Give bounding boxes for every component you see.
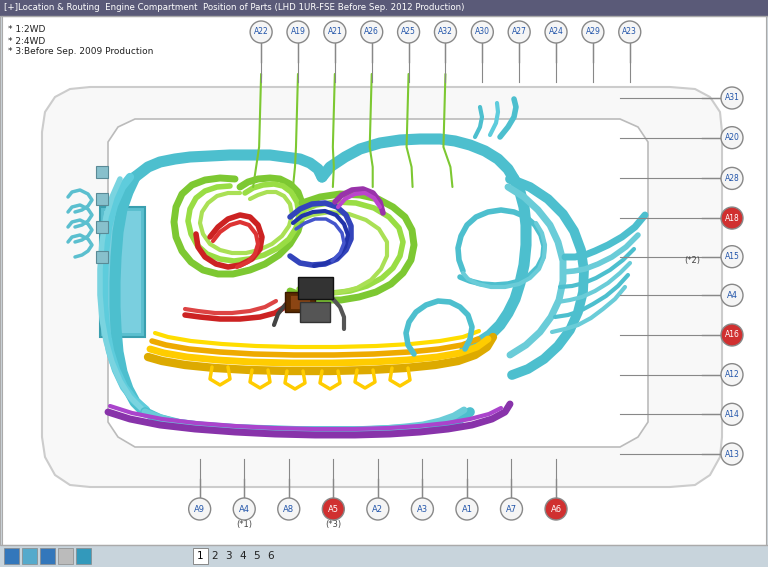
Text: * 1:2WD: * 1:2WD bbox=[8, 26, 45, 35]
Text: (*3): (*3) bbox=[326, 521, 341, 530]
Circle shape bbox=[361, 21, 382, 43]
Circle shape bbox=[435, 21, 456, 43]
Text: A27: A27 bbox=[511, 28, 527, 36]
Text: 4: 4 bbox=[239, 551, 246, 561]
Circle shape bbox=[508, 21, 530, 43]
Text: A6: A6 bbox=[551, 505, 561, 514]
Bar bbox=[0, 545, 768, 567]
Text: 5: 5 bbox=[253, 551, 260, 561]
Text: A19: A19 bbox=[290, 28, 306, 36]
Circle shape bbox=[278, 498, 300, 520]
Bar bbox=[58, 548, 73, 564]
Text: A31: A31 bbox=[724, 94, 740, 103]
Circle shape bbox=[721, 246, 743, 268]
Text: A9: A9 bbox=[194, 505, 205, 514]
Circle shape bbox=[398, 21, 419, 43]
Circle shape bbox=[367, 498, 389, 520]
Text: 2: 2 bbox=[211, 551, 218, 561]
Text: A28: A28 bbox=[725, 174, 740, 183]
Text: A18: A18 bbox=[725, 214, 740, 223]
Text: A5: A5 bbox=[328, 505, 339, 514]
Circle shape bbox=[721, 363, 743, 386]
Circle shape bbox=[412, 498, 433, 520]
Text: A21: A21 bbox=[327, 28, 343, 36]
Text: A4: A4 bbox=[239, 505, 250, 514]
Bar bbox=[290, 295, 310, 309]
Bar bbox=[22, 548, 37, 564]
Circle shape bbox=[721, 167, 743, 189]
Circle shape bbox=[189, 498, 210, 520]
Bar bbox=[0, 0, 768, 16]
Text: A2: A2 bbox=[372, 505, 383, 514]
Text: A13: A13 bbox=[724, 450, 740, 459]
Bar bbox=[100, 207, 145, 337]
Circle shape bbox=[472, 21, 493, 43]
Text: 6: 6 bbox=[267, 551, 274, 561]
Bar bbox=[96, 221, 108, 233]
Circle shape bbox=[721, 403, 743, 425]
Bar bbox=[96, 166, 108, 178]
Bar bbox=[4, 548, 19, 564]
Text: A25: A25 bbox=[401, 28, 416, 36]
Bar bbox=[193, 548, 208, 564]
Circle shape bbox=[721, 87, 743, 109]
Text: A29: A29 bbox=[585, 28, 601, 36]
Polygon shape bbox=[42, 87, 722, 487]
Text: * 3:Before Sep. 2009 Production: * 3:Before Sep. 2009 Production bbox=[8, 48, 154, 57]
Text: A8: A8 bbox=[283, 505, 294, 514]
Text: A7: A7 bbox=[506, 505, 517, 514]
Text: * 2:4WD: * 2:4WD bbox=[8, 36, 45, 45]
Text: A22: A22 bbox=[253, 28, 269, 36]
Bar bbox=[298, 277, 333, 299]
Circle shape bbox=[582, 21, 604, 43]
Circle shape bbox=[250, 21, 272, 43]
Circle shape bbox=[619, 21, 641, 43]
Circle shape bbox=[323, 498, 344, 520]
Text: (*2): (*2) bbox=[684, 256, 700, 265]
Text: A20: A20 bbox=[724, 133, 740, 142]
Text: 3: 3 bbox=[225, 551, 232, 561]
Text: A24: A24 bbox=[548, 28, 564, 36]
Bar bbox=[285, 292, 315, 312]
Text: A4: A4 bbox=[727, 291, 737, 300]
Circle shape bbox=[721, 284, 743, 306]
Bar bbox=[96, 193, 108, 205]
Text: A14: A14 bbox=[724, 410, 740, 419]
Circle shape bbox=[501, 498, 522, 520]
Text: A26: A26 bbox=[364, 28, 379, 36]
Text: A16: A16 bbox=[724, 331, 740, 340]
Bar bbox=[76, 548, 91, 564]
Circle shape bbox=[721, 207, 743, 229]
Text: A1: A1 bbox=[462, 505, 472, 514]
Text: (*1): (*1) bbox=[237, 521, 252, 530]
Text: A12: A12 bbox=[725, 370, 740, 379]
Text: A23: A23 bbox=[622, 28, 637, 36]
Circle shape bbox=[287, 21, 309, 43]
Bar bbox=[96, 251, 108, 263]
Bar bbox=[40, 548, 55, 564]
Polygon shape bbox=[108, 119, 648, 447]
Circle shape bbox=[721, 126, 743, 149]
Text: A32: A32 bbox=[438, 28, 453, 36]
Text: A3: A3 bbox=[417, 505, 428, 514]
Circle shape bbox=[545, 498, 567, 520]
Text: [+]Location & Routing  Engine Compartment  Position of Parts (LHD 1UR-FSE Before: [+]Location & Routing Engine Compartment… bbox=[4, 3, 465, 12]
Circle shape bbox=[721, 443, 743, 465]
Text: 1: 1 bbox=[197, 551, 204, 561]
Circle shape bbox=[456, 498, 478, 520]
Circle shape bbox=[233, 498, 255, 520]
Text: A15: A15 bbox=[724, 252, 740, 261]
Circle shape bbox=[721, 324, 743, 346]
Bar bbox=[300, 302, 330, 322]
Text: A30: A30 bbox=[475, 28, 490, 36]
Circle shape bbox=[545, 21, 567, 43]
Circle shape bbox=[324, 21, 346, 43]
Bar bbox=[104, 211, 141, 333]
